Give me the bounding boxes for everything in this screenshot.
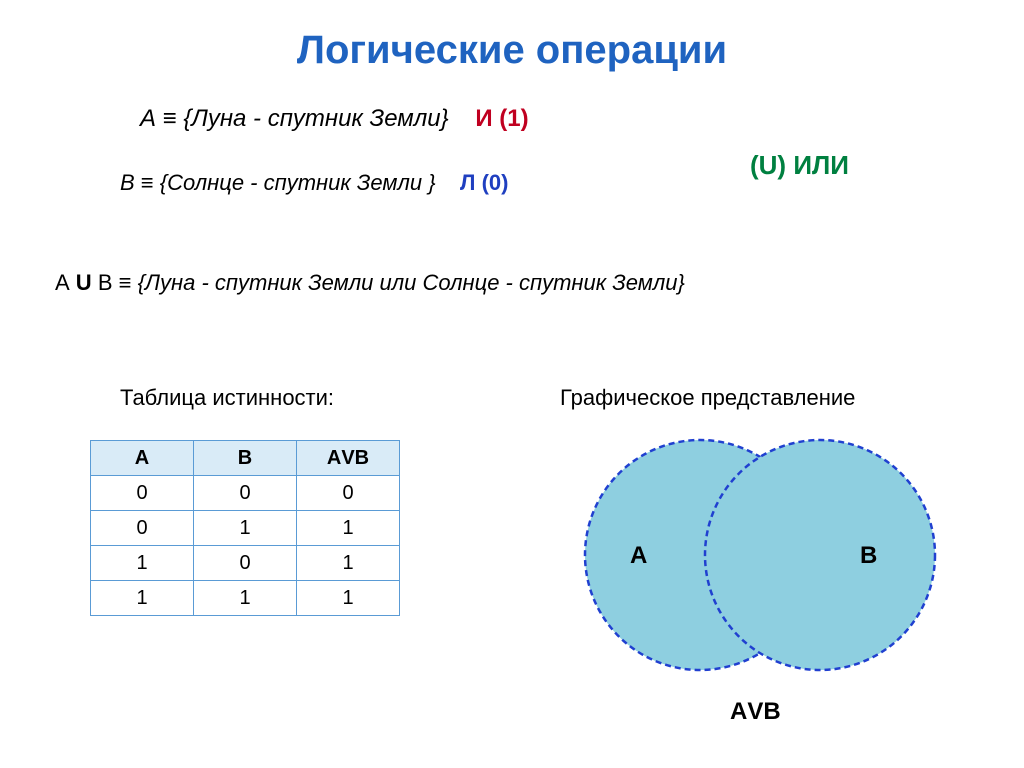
table-row: 111 [91, 581, 400, 616]
prop-b-lhs: B ≡ {Солнце - спутник Земли } [120, 170, 436, 195]
union-a: A [55, 270, 70, 295]
venn-diagram: А В АVВ [540, 430, 960, 730]
table-row: 101 [91, 546, 400, 581]
prop-a-value: И (1) [475, 105, 528, 132]
union-definition: A U B ≡ {Луна - спутник Земли или Солнце… [55, 270, 685, 296]
proposition-b: B ≡ {Солнце - спутник Земли } Л (0) [120, 170, 508, 196]
table-row: 011 [91, 511, 400, 546]
table-cell: 0 [91, 476, 194, 511]
venn-svg [540, 430, 960, 680]
table-cell: 0 [194, 546, 297, 581]
graphic-label: Графическое представление [560, 385, 855, 411]
table-cell: 1 [297, 546, 400, 581]
table-header-cell: А [91, 441, 194, 476]
table-cell: 1 [194, 581, 297, 616]
truth-table: АВАVВ 000011101111 [90, 440, 400, 616]
venn-label-b: В [860, 542, 877, 570]
table-cell: 1 [297, 511, 400, 546]
union-rhs: {Луна - спутник Земли или Солнце - спутн… [138, 270, 685, 295]
venn-caption: АVВ [730, 698, 781, 726]
table-cell: 0 [297, 476, 400, 511]
table-row: 000 [91, 476, 400, 511]
slide-title: Логические операции [0, 0, 1024, 73]
prop-b-value: Л (0) [460, 170, 508, 195]
venn-label-a: А [630, 542, 647, 570]
or-operator-badge: (U) ИЛИ [750, 150, 849, 181]
table-cell: 1 [91, 546, 194, 581]
table-cell: 1 [91, 581, 194, 616]
table-cell: 0 [91, 511, 194, 546]
table-cell: 0 [194, 476, 297, 511]
table-cell: 1 [297, 581, 400, 616]
prop-a-lhs: А ≡ {Луна - спутник Земли} [140, 105, 449, 132]
table-header-cell: АVВ [297, 441, 400, 476]
table-header-cell: В [194, 441, 297, 476]
table-cell: 1 [194, 511, 297, 546]
union-op: U [70, 270, 98, 295]
truth-table-label: Таблица истинности: [120, 385, 334, 411]
union-b: B ≡ [98, 270, 138, 295]
proposition-a: А ≡ {Луна - спутник Земли} И (1) [140, 105, 529, 133]
